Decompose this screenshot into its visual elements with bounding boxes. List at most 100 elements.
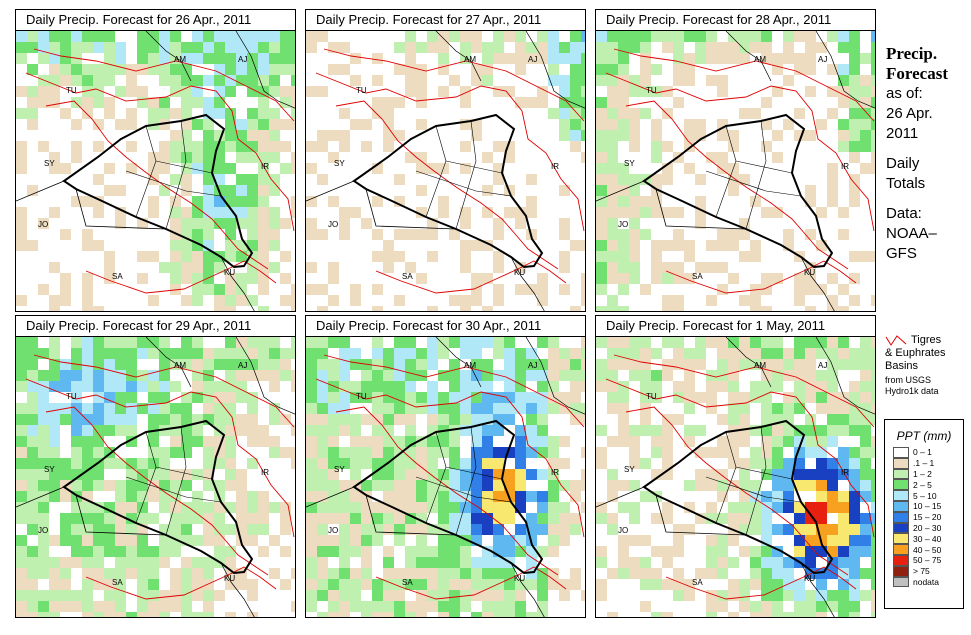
basins-source2: Hydro1k data — [885, 386, 939, 396]
basin-boundary — [613, 48, 875, 122]
legend-swatch — [893, 457, 909, 469]
basin-boundary — [665, 566, 857, 600]
basin-boundary — [45, 406, 269, 576]
country-border — [75, 494, 167, 536]
country-border — [525, 337, 585, 415]
province-border — [735, 160, 793, 174]
country-border — [596, 486, 645, 508]
precip-map: AM AJ TU SY IR JO SA KU — [16, 30, 295, 311]
legend-label: 0 – 1 — [913, 447, 932, 458]
country-border — [510, 256, 545, 311]
precip-map: AM AJ TU SY IR JO SA KU — [596, 336, 875, 617]
basin-boundary — [85, 566, 277, 600]
province-border — [445, 160, 503, 174]
legend-label: > 75 — [913, 566, 930, 577]
country-label: SY — [624, 465, 635, 474]
country-label: JO — [328, 220, 338, 229]
basin-boundary — [375, 260, 567, 294]
basin-boundary — [335, 100, 559, 270]
legend-swatch — [893, 554, 909, 566]
province-border — [125, 170, 222, 197]
basin-boundary — [315, 378, 585, 538]
country-label: SA — [112, 578, 123, 587]
precip-map: AM AJ TU SY IR JO SA KU — [306, 30, 585, 311]
legend-label: 1 – 2 — [913, 468, 932, 479]
asof-line2: 26 Apr. — [886, 105, 933, 122]
legend-item: 40 – 50 — [893, 544, 963, 555]
panel-title: Daily Precip. Forecast for 1 May, 2011 — [606, 318, 826, 333]
sidebar-title-line2: Forecast — [886, 64, 948, 83]
map-svg: AM AJ TU SY IR JO SA KU — [596, 31, 875, 311]
precip-map: AM AJ TU SY IR JO SA KU — [16, 336, 295, 617]
legend-item: 50 – 75 — [893, 554, 963, 566]
country-label: JO — [618, 220, 628, 229]
basin-boundary — [613, 354, 875, 428]
forecast-panel-6: Daily Precip. Forecast for 1 May, 2011 A… — [595, 315, 876, 618]
iraq-border — [352, 113, 544, 269]
country-label: TU — [646, 392, 657, 401]
country-border — [145, 337, 192, 388]
data-source-line2: NOAA– — [886, 225, 937, 242]
province-border — [455, 426, 477, 536]
province-border — [155, 160, 213, 174]
map-svg: AM AJ TU SY IR JO SA KU — [16, 31, 295, 311]
country-label: IR — [551, 468, 559, 477]
legend-swatch — [893, 533, 909, 545]
province-border — [165, 120, 187, 230]
panel-title: Daily Precip. Forecast for 30 Apr., 2011 — [316, 318, 542, 333]
province-border — [155, 466, 213, 480]
country-label: JO — [328, 526, 338, 535]
map-svg: AM AJ TU SY IR JO SA KU — [596, 337, 875, 617]
province-border — [165, 426, 187, 536]
legend-item: 0 – 1 — [893, 447, 963, 458]
country-border — [815, 31, 875, 109]
legend-swatch — [893, 447, 909, 458]
country-label: AM — [754, 361, 766, 370]
country-label: KU — [224, 268, 235, 277]
panel-title: Daily Precip. Forecast for 26 Apr., 2011 — [26, 12, 252, 27]
country-border — [655, 494, 747, 536]
basin-boundary — [25, 378, 295, 538]
country-label: JO — [38, 220, 48, 229]
iraq-border — [642, 419, 834, 575]
map-svg: AM AJ TU SY IR JO SA KU — [16, 337, 295, 617]
legend-label: 50 – 75 — [913, 555, 942, 566]
country-border — [220, 562, 255, 617]
country-label: SY — [44, 465, 55, 474]
legend-item: 30 – 40 — [893, 533, 963, 545]
legend-label: 30 – 40 — [913, 533, 942, 544]
country-label: IR — [261, 468, 269, 477]
basin-boundary — [375, 566, 567, 600]
precip-grid — [596, 31, 875, 311]
province-border — [415, 170, 512, 197]
precip-grid — [16, 337, 295, 617]
country-label: KU — [224, 574, 235, 583]
legend-label: 2 – 5 — [913, 479, 932, 490]
country-label: KU — [514, 574, 525, 583]
legend-label: .1 – 1 — [913, 458, 935, 469]
country-label: IR — [551, 162, 559, 171]
country-border — [235, 31, 295, 109]
basin-boundary — [45, 100, 269, 270]
country-label: AM — [754, 55, 766, 64]
legend-item: 15 – 20 — [893, 511, 963, 523]
country-border — [16, 486, 65, 508]
country-border — [235, 337, 295, 415]
country-border — [435, 337, 482, 388]
legend-swatch — [893, 490, 909, 501]
country-label: SA — [692, 578, 703, 587]
precip-grid — [306, 337, 585, 617]
country-label: IR — [841, 468, 849, 477]
country-border — [306, 180, 355, 202]
iraq-border — [62, 113, 254, 269]
precip-grid — [306, 31, 585, 311]
province-border — [745, 426, 767, 536]
country-label: KU — [514, 268, 525, 277]
province-border — [705, 170, 802, 197]
country-label: TU — [646, 86, 657, 95]
country-label: TU — [66, 392, 77, 401]
country-border — [596, 180, 645, 202]
country-label: AJ — [238, 55, 247, 64]
legend-item: 2 – 5 — [893, 479, 963, 491]
